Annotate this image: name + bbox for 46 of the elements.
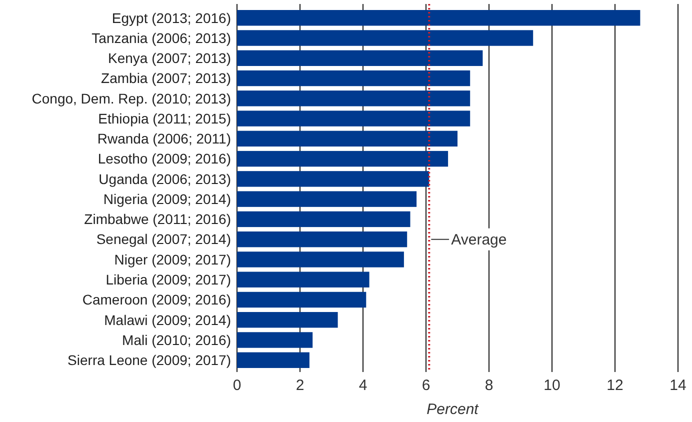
x-axis-title: Percent <box>426 401 480 418</box>
y-tick-label: Niger (2009; 2017) <box>114 251 231 268</box>
x-tick-label: 4 <box>358 377 368 394</box>
y-tick-label: Tanzania (2006; 2013) <box>92 30 231 46</box>
bar <box>237 10 640 26</box>
y-tick-label: Zambia (2007; 2013) <box>101 70 231 86</box>
x-tick-label: 10 <box>544 377 560 394</box>
y-tick-label: Liberia (2009; 2017) <box>106 272 231 288</box>
bar <box>237 90 470 106</box>
x-tick-label: 14 <box>670 377 686 394</box>
y-tick-label: Kenya (2007; 2013) <box>108 50 231 66</box>
bar <box>237 191 417 207</box>
x-tick-label: 0 <box>232 377 242 394</box>
bar <box>237 312 338 328</box>
y-tick-label: Egypt (2013; 2016) <box>112 10 231 26</box>
x-tick-label: 8 <box>484 377 494 394</box>
bar <box>237 272 370 288</box>
bar <box>237 352 310 368</box>
y-tick-label: Zimbabwe (2011; 2016) <box>84 211 231 228</box>
y-tick-label: Lesotho (2009; 2016) <box>98 150 231 167</box>
y-tick-label: Sierra Leone (2009; 2017) <box>68 352 231 368</box>
y-tick-label: Mali (2010; 2016) <box>122 332 231 348</box>
bar <box>237 292 366 308</box>
bar <box>237 130 458 147</box>
y-tick-label: Cameroon (2009; 2016) <box>82 292 231 308</box>
bar <box>237 332 313 348</box>
y-tick-label: Rwanda (2006; 2011) <box>97 130 231 147</box>
bar <box>237 150 448 167</box>
y-tick-label: Malawi (2009; 2014) <box>104 312 231 328</box>
bar <box>237 231 408 248</box>
x-tick-label: 12 <box>606 377 624 394</box>
y-tick-label: Senegal (2007; 2014) <box>96 231 231 248</box>
y-tick-label: Uganda (2006; 2013) <box>98 170 231 187</box>
y-tick-label: Ethiopia (2011; 2015) <box>98 110 231 126</box>
bar <box>237 30 534 46</box>
y-tick-label: Congo, Dem. Rep. (2010; 2013) <box>32 90 231 106</box>
y-tick-label: Nigeria (2009; 2014) <box>103 190 231 207</box>
bar <box>237 211 410 228</box>
bar <box>237 70 470 86</box>
ref-line-label: Average <box>451 232 507 249</box>
bar <box>237 50 483 66</box>
bar <box>237 252 404 268</box>
x-tick-label: 6 <box>422 377 430 394</box>
x-tick-label: 2 <box>296 377 304 394</box>
bar <box>237 110 470 126</box>
bar <box>237 171 430 187</box>
